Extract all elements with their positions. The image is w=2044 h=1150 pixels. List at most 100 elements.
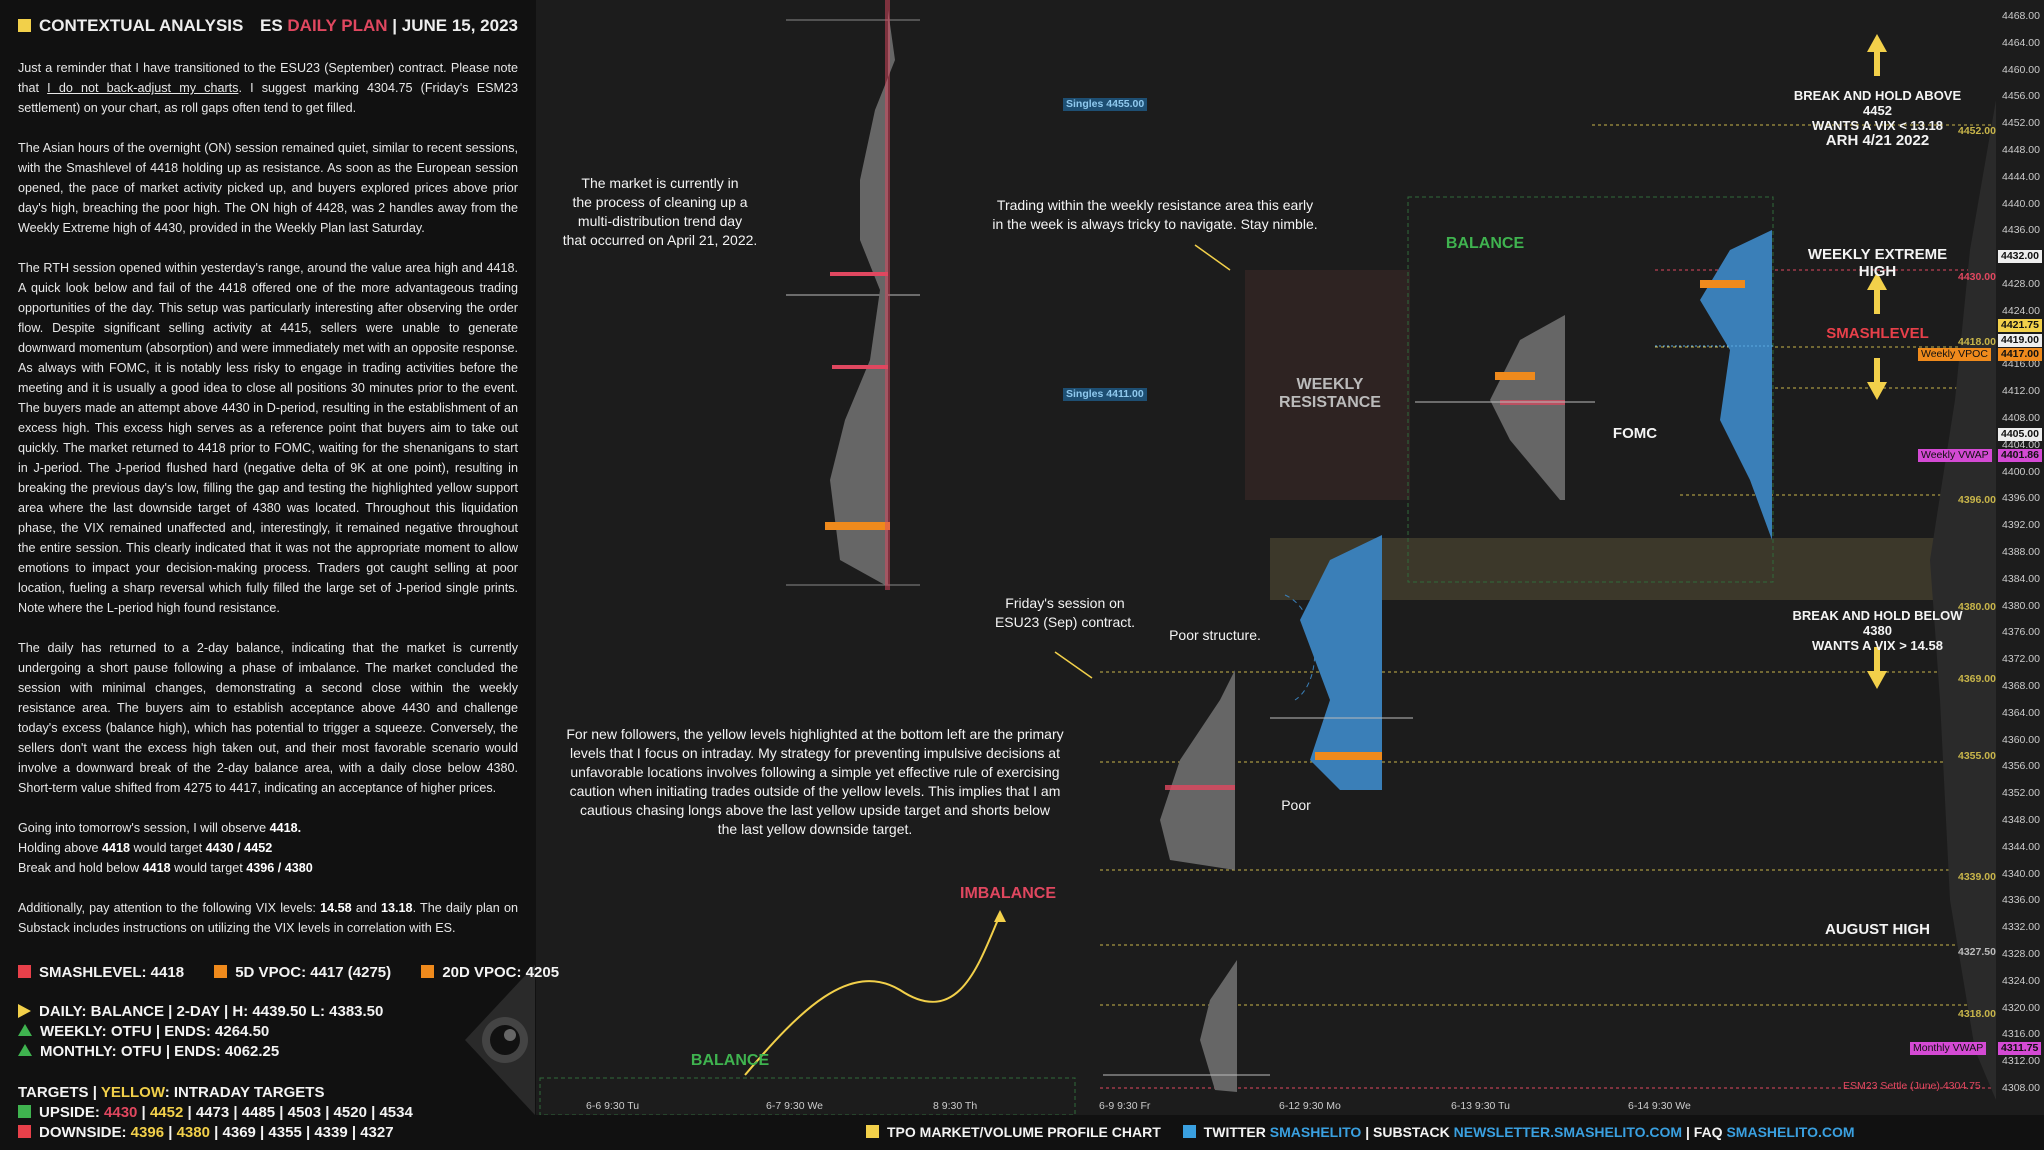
price-4396: 4396.00 <box>1958 494 1996 506</box>
imbalance-label: IMBALANCE <box>960 885 1056 902</box>
weekly-resistance-label: WEEKLY RESISTANCE <box>1279 376 1381 411</box>
paragraph-3: The RTH session opened within yesterday'… <box>18 261 518 615</box>
axis-tick: 4388.00 <box>2002 546 2040 558</box>
twitter-link[interactable]: SMASHELITO <box>1269 1124 1362 1140</box>
weekly-status: WEEKLY: OTFU | ENDS: 4264.50 <box>18 1023 269 1040</box>
axis-tick: 4452.00 <box>2002 117 2040 130</box>
last-4405-tag: 4405.00 <box>1998 428 2042 441</box>
date-label: 6-13 9:30 Tu <box>1451 1100 1510 1112</box>
note-followers: For new followers, the yellow levels hig… <box>566 726 1064 837</box>
date-label: 6-9 9:30 Fr <box>1099 1100 1151 1112</box>
last-4417-tag: 4417.00 <box>1998 348 2042 361</box>
poor-structure-curve <box>1284 594 1316 701</box>
pointer-arrow-icon <box>1194 244 1231 271</box>
axis-tick: 4320.00 <box>2002 1001 2040 1014</box>
singles-tag-2: Singles 4411.00 <box>1063 388 1147 401</box>
axis-tick: 4368.00 <box>2002 680 2040 692</box>
price-4452: 4452.00 <box>1958 125 1996 137</box>
date-label: 6-14 9:30 We <box>1628 1100 1691 1112</box>
downside-square-icon <box>18 1125 31 1138</box>
targets-heading: TARGETS | YELLOW: INTRADAY TARGETS <box>18 1084 325 1101</box>
axis-tick: 4460.00 <box>2002 63 2040 76</box>
footer-square-icon <box>866 1125 879 1138</box>
note-weekly: Trading within the weekly resistance are… <box>992 197 1318 232</box>
axis-tick: 4464.00 <box>2002 36 2040 49</box>
price-4327: 4327.50 <box>1958 946 1996 958</box>
smashlevel-label: SMASHLEVEL <box>1826 325 1929 342</box>
footer: TPO MARKET/VOLUME PROFILE CHART TWITTER … <box>536 1115 2044 1150</box>
upside-targets: UPSIDE: 4430 | 4452 | 4473 | 4485 | 4503… <box>18 1104 413 1121</box>
vpoc20-square-icon <box>421 965 435 978</box>
axis-tick: 4412.00 <box>2002 385 2040 398</box>
profile-jun14 <box>1655 230 1773 540</box>
break-above-label: BREAK AND HOLD ABOVE 4452 WANTS A VIX < … <box>1793 88 1962 133</box>
upside-square-icon <box>18 1105 31 1118</box>
axis-tick: 4332.00 <box>2002 921 2040 934</box>
weekly-resistance-box <box>1245 270 1410 500</box>
axis-tick: 4348.00 <box>2002 814 2040 826</box>
back-adjust-link[interactable]: I do not back-adjust my charts <box>47 81 239 95</box>
substack-link[interactable]: NEWSLETTER.SMASHELITO.COM <box>1453 1124 1683 1140</box>
footer-twitter-icon <box>1182 1125 1196 1138</box>
monthly-status: MONTHLY: OTFU | ENDS: 4062.25 <box>18 1043 279 1060</box>
axis-tick: 4448.00 <box>2002 144 2040 156</box>
triangle-up-icon <box>18 1044 32 1056</box>
pointer-arrow-icon <box>1054 651 1093 679</box>
level-lines <box>1100 124 1996 1006</box>
panel-title: CONTEXTUAL ANALYSIS <box>39 16 244 35</box>
paragraph-1: Just a reminder that I have transitioned… <box>18 61 518 115</box>
price-4355: 4355.00 <box>1958 750 1996 762</box>
price-4369: 4369.00 <box>1958 673 1996 685</box>
break-below-label: BREAK AND HOLD BELOW 4380 WANTS A VIX > … <box>1792 608 1963 653</box>
bottom-balance-box <box>539 1077 1076 1115</box>
price-4418: 4418.00 <box>1958 336 1996 348</box>
paragraph-6: Additionally, pay attention to the follo… <box>18 901 519 935</box>
note-friday: Friday's session on ESU23 (Sep) contract… <box>994 595 1136 630</box>
profile-bottom <box>1103 960 1270 1092</box>
axis-tick: 4376.00 <box>2002 626 2040 639</box>
logo-eye-icon <box>465 965 535 1115</box>
poor-structure-label: Poor structure. <box>1169 627 1261 643</box>
price-4430: 4430.00 <box>1958 271 1996 283</box>
profile-jun9 <box>1160 670 1235 870</box>
paragraph-2: The Asian hours of the overnight (ON) se… <box>18 141 518 235</box>
footer-tpo: TPO MARKET/VOLUME PROFILE CHART <box>887 1124 1161 1140</box>
poor-label: Poor <box>1281 797 1311 813</box>
analysis-text: Just a reminder that I have transitioned… <box>18 58 518 958</box>
axis-tick: 4396.00 <box>2002 492 2040 505</box>
weekly-vpoc-tag: Weekly VPOC <box>1918 348 1991 361</box>
axis-tick: 4336.00 <box>2002 894 2040 907</box>
axis-tick: 4324.00 <box>2002 974 2040 987</box>
date-label: 6-7 9:30 We <box>766 1100 824 1112</box>
paragraph-4: The daily has returned to a 2-day balanc… <box>18 641 518 795</box>
axis-tick: 4456.00 <box>2002 90 2040 103</box>
axis-tick: 4408.00 <box>2002 412 2040 424</box>
axis-tick: 4392.00 <box>2002 519 2040 532</box>
weekly-vwap-tag: Weekly VWAP <box>1918 449 1992 462</box>
triangle-right-icon <box>18 1004 31 1018</box>
tpo-chart <box>539 0 1996 1115</box>
vwap-4311-tag: 4311.75 <box>1998 1042 2042 1055</box>
axis-tick: 4312.00 <box>2002 1055 2040 1068</box>
price-4318: 4318.00 <box>1958 1008 1996 1020</box>
analysis-panel: CONTEXTUAL ANALYSIS ES DAILY PLAN | JUNE… <box>0 0 559 1150</box>
last-4432-tag: 4432.00 <box>1998 250 2042 263</box>
smashlevel-square-icon <box>18 965 31 978</box>
imbalance-curve <box>744 914 1001 1076</box>
monthly-vwap-tag: Monthly VWAP <box>1910 1042 1987 1055</box>
axis-tick: 4384.00 <box>2002 572 2040 585</box>
profile-jun6-7 <box>786 0 920 590</box>
axis-tick: 4308.00 <box>2002 1082 2040 1094</box>
triangle-up-icon <box>18 1024 32 1036</box>
vwap-4401-tag: 4401.86 <box>1998 449 2042 462</box>
axis-tick: 4364.00 <box>2002 706 2040 719</box>
profile-jun13 <box>1415 315 1595 500</box>
settle-tag: ESM23 Settle (June) 4304.75 <box>1843 1080 1981 1092</box>
price-4339: 4339.00 <box>1958 871 1996 883</box>
balance-box <box>1407 196 1774 583</box>
faq-link[interactable]: SMASHELITO.COM <box>1726 1124 1855 1140</box>
arrow-head-icon <box>994 910 1006 922</box>
header-square-icon <box>18 19 31 32</box>
august-high-label: AUGUST HIGH <box>1825 921 1930 938</box>
axis-tick: 4444.00 <box>2002 170 2040 183</box>
